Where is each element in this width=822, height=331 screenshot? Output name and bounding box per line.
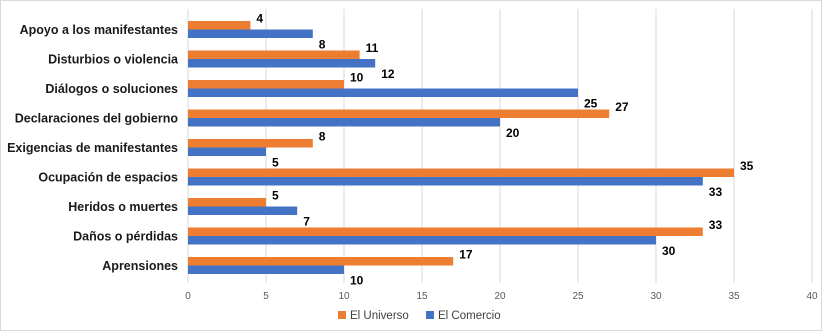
bar-el-universo [188,80,344,89]
legend-label-el-universo: El Universo [350,310,409,322]
data-label-el-comercio: 7 [303,215,310,229]
x-tick-label: 35 [728,291,740,302]
data-label-el-comercio: 25 [584,97,598,111]
category-labels: Apoyo a los manifestantes Disturbios o vi… [7,23,179,273]
data-label-el-universo: 17 [459,248,473,262]
x-axis-ticks: 0 5 10 15 20 25 30 35 40 [185,291,818,302]
category-label: Heridos o muertes [68,200,178,214]
bar-el-comercio [188,177,703,186]
x-tick-label: 40 [806,291,818,302]
bar-el-universo [188,168,734,177]
data-label-el-comercio: 30 [662,244,676,258]
category-label: Daños o pérdidas [73,230,178,244]
x-tick-label: 10 [338,291,350,302]
data-label-el-comercio: 20 [506,126,520,140]
data-label-el-comercio: 12 [381,67,395,81]
data-label-el-universo: 11 [366,41,379,55]
bar-el-universo [188,50,360,59]
x-tick-label: 15 [416,291,428,302]
x-tick-label: 30 [650,291,662,302]
bar-el-comercio [188,29,313,38]
data-label-el-universo: 35 [740,159,754,173]
bar-el-universo [188,227,703,236]
legend-swatch-el-universo [338,311,346,319]
bar-el-comercio [188,265,344,274]
category-label: Apoyo a los manifestantes [20,23,178,37]
bar-el-universo [188,198,266,207]
legend-swatch-el-comercio [426,311,434,319]
data-label-el-comercio: 33 [709,185,723,199]
data-label-el-universo: 5 [272,189,279,203]
bars [188,21,734,274]
x-tick-label: 0 [185,291,191,302]
bar-el-universo [188,21,251,30]
bar-el-universo [188,109,610,118]
bar-el-comercio [188,59,376,68]
bar-el-comercio [188,88,578,97]
bar-el-comercio [188,206,298,215]
data-label-el-universo: 27 [615,100,629,114]
bar-el-comercio [188,118,500,127]
bar-el-comercio [188,236,656,245]
category-label: Exigencias de manifestantes [7,141,178,155]
data-label-el-universo: 4 [256,12,263,26]
bar-el-comercio [188,147,266,156]
category-label: Ocupación de espacios [38,171,178,185]
data-label-el-comercio: 8 [319,38,326,52]
legend: El Universo El Comercio [338,310,501,322]
category-label: Aprensiones [102,259,178,273]
legend-label-el-comercio: El Comercio [438,310,501,322]
category-label: Declaraciones del gobierno [15,112,179,126]
data-label-el-comercio: 5 [272,156,279,170]
bar-el-universo [188,139,313,148]
data-label-el-universo: 8 [319,130,326,144]
bar-el-universo [188,257,454,266]
category-label: Disturbios o violencia [48,53,179,67]
data-label-el-universo: 10 [350,71,364,85]
data-label-el-comercio: 10 [350,274,364,288]
x-tick-label: 5 [263,291,269,302]
data-label-el-universo: 33 [709,218,723,232]
x-tick-label: 20 [494,291,506,302]
x-tick-label: 25 [572,291,584,302]
category-label: Diálogos o soluciones [45,82,178,96]
